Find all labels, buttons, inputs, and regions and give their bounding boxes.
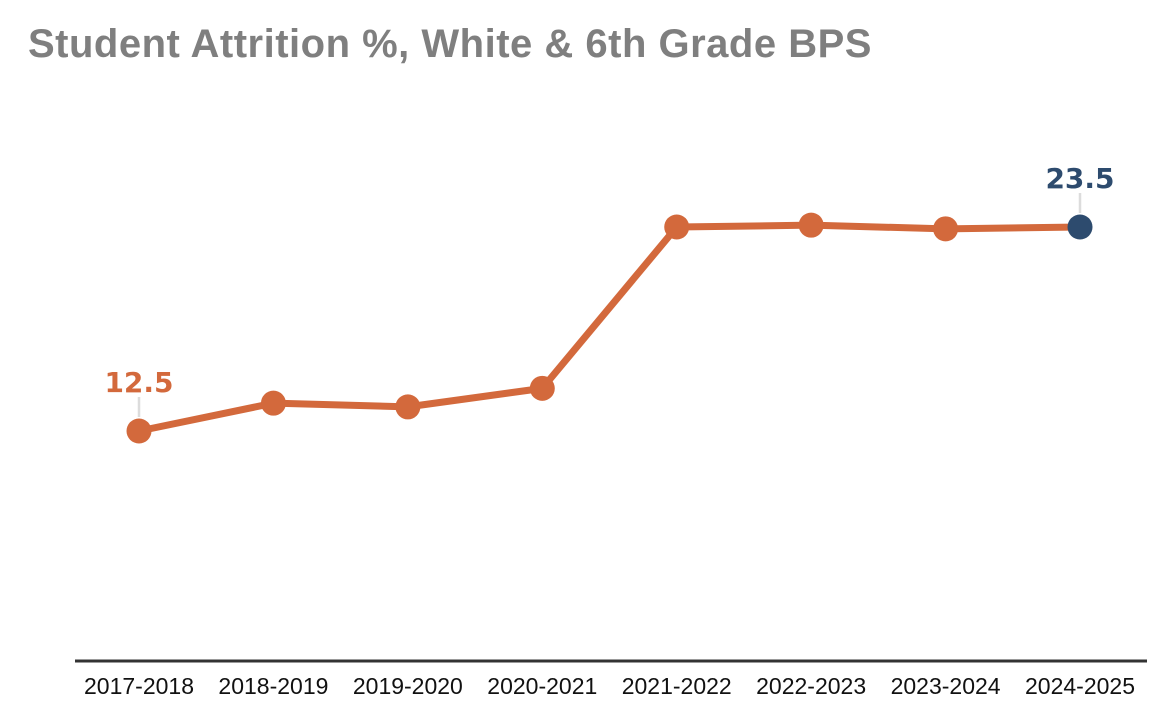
x-tick-label: 2017-2018 xyxy=(84,673,194,699)
data-point xyxy=(664,214,690,240)
point-value-label: 23.5 xyxy=(1045,162,1114,195)
x-tick-label: 2023-2024 xyxy=(891,673,1001,699)
data-point xyxy=(1067,214,1093,240)
data-point xyxy=(529,375,555,401)
x-tick-label: 2019-2020 xyxy=(353,673,463,699)
x-tick-label: 2018-2019 xyxy=(218,673,328,699)
series-line xyxy=(135,221,1084,435)
data-point xyxy=(798,212,824,238)
x-tick-label: 2021-2022 xyxy=(622,673,732,699)
x-tick-label: 2020-2021 xyxy=(487,673,597,699)
data-point xyxy=(395,394,421,420)
x-tick-label: 2022-2023 xyxy=(756,673,866,699)
data-point xyxy=(126,418,152,444)
data-point xyxy=(933,216,959,242)
chart-title: Student Attrition %, White & 6th Grade B… xyxy=(28,22,872,66)
point-value-label: 12.5 xyxy=(104,366,173,399)
data-point xyxy=(260,390,286,416)
x-tick-label: 2024-2025 xyxy=(1025,673,1135,699)
